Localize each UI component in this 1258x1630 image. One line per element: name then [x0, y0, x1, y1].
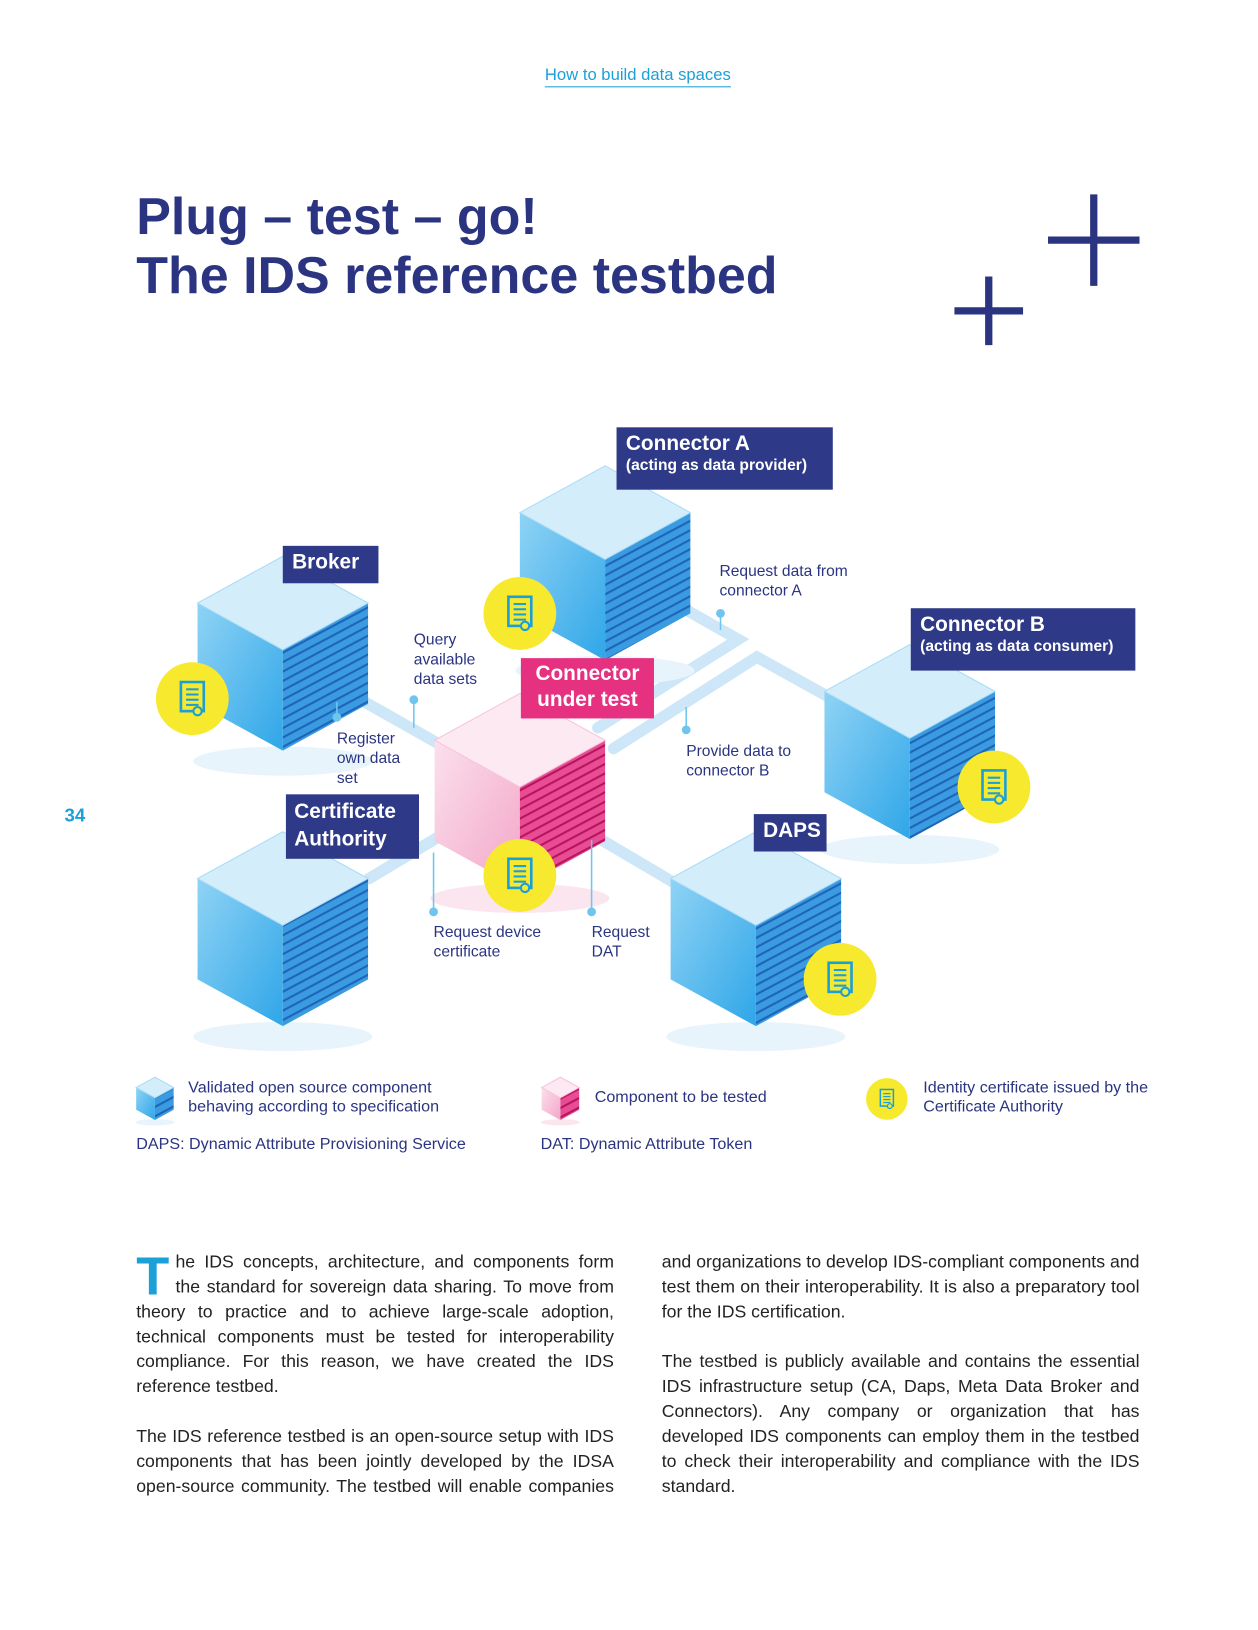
certificates [155, 577, 1031, 1120]
cube-shadow [193, 1022, 373, 1052]
page-number: 34 [64, 804, 86, 826]
node-title: Connector B [920, 613, 1045, 637]
node-label: Connector A (acting as data provider) [616, 427, 833, 490]
cube-top [135, 1076, 175, 1099]
node-title: DAPS [763, 819, 821, 843]
abbreviation: DAPS: Dynamic Attribute Provisioning Ser… [136, 1135, 466, 1154]
cube-left [197, 878, 283, 1027]
cube-shadow [666, 1022, 846, 1052]
annotation: Register own data set [336, 729, 401, 788]
node-title: Certificate Authority [294, 800, 396, 851]
certificate-badge [483, 577, 557, 650]
plus-signs [954, 194, 1140, 346]
cube-right [282, 878, 369, 1027]
annotation: Request data from connector A [719, 562, 848, 600]
title: Plug – test – go! The IDS reference test… [136, 187, 777, 306]
cube-shadow [540, 1119, 581, 1126]
pointers [332, 609, 725, 917]
cube-left [824, 691, 910, 840]
legend-item: Identity certificate issued by the Certi… [923, 1079, 1149, 1116]
legend-item: Validated open source component behaving… [188, 1079, 440, 1116]
annotation: Query available data sets [413, 631, 478, 689]
node-subtitle: (acting as data provider) [625, 456, 808, 475]
node-title: Connector under test [535, 662, 640, 712]
annotation: Provide data to connector B [686, 742, 792, 780]
paragraph: The IDS concepts, architecture, and comp… [136, 1246, 614, 1397]
running-title-text: How to build data spaces [544, 66, 731, 88]
legend-item: Component to be tested [594, 1088, 767, 1107]
title-line: The IDS reference testbed [136, 246, 778, 305]
annotation: Request DAT [591, 923, 650, 961]
certificate-icon [993, 794, 1005, 805]
certificate-icon [519, 620, 531, 632]
annotation: Request device certificate [433, 923, 542, 961]
title-line: Plug – test – go! [136, 187, 538, 246]
node-label: Connector under test [520, 658, 654, 719]
node-label: Broker [282, 545, 379, 584]
paragraph: The IDS reference testbed is an open-sou… [136, 1251, 1140, 1497]
node-title: Broker [292, 551, 360, 574]
abbreviation: DAT: Dynamic Attribute Token [540, 1135, 753, 1154]
certificate-icon [886, 1103, 893, 1110]
node-title: Connector A [625, 432, 750, 456]
node-label: DAPS [753, 814, 827, 852]
cube-top [540, 1076, 581, 1099]
node-label: Certificate Authority [285, 794, 419, 859]
paragraph: The testbed is publicly available and co… [661, 1351, 1140, 1497]
cubes [135, 465, 1000, 1126]
cube-shadow [193, 746, 373, 776]
cube-shadow [135, 1119, 175, 1126]
cube-right [605, 512, 691, 661]
node-label: Connector B (acting as data consumer) [910, 608, 1136, 671]
cube-left [670, 878, 756, 1027]
cube-top [669, 831, 843, 926]
certificate-icon [840, 986, 851, 998]
cube-shadow [820, 834, 1000, 864]
certificate-icon [519, 882, 531, 894]
cube-right [282, 603, 369, 751]
certificate-icon [192, 705, 203, 717]
body-text: The IDS concepts, architecture, and comp… [136, 1246, 1140, 1512]
node-subtitle: (acting as data consumer) [920, 637, 1114, 656]
running-title: How to build data spaces [0, 66, 1258, 88]
